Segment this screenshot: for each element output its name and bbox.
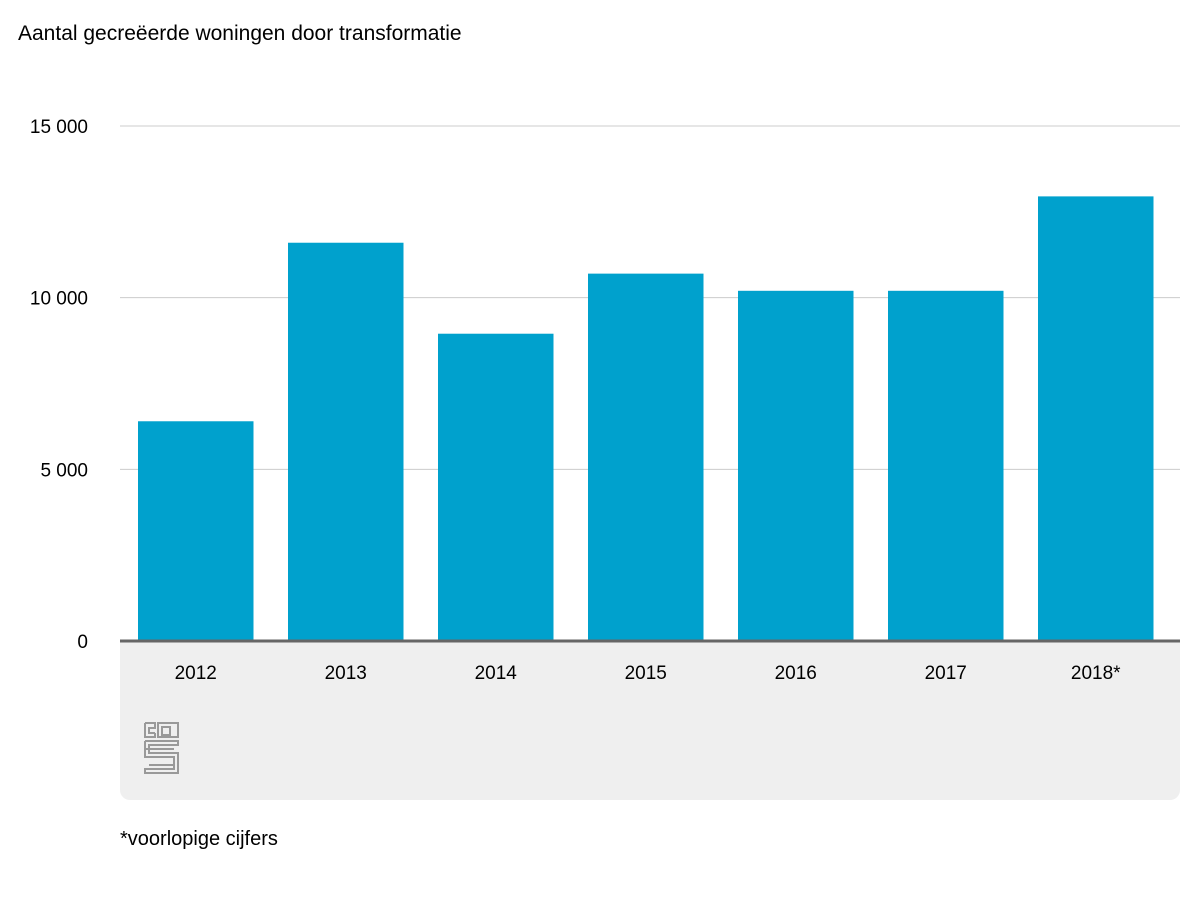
- bar-2012[interactable]: [138, 421, 254, 641]
- y-axis-tick-labels: 0 5 000 10 000 15 000: [30, 117, 88, 653]
- x-axis-tick-labels: 2012 2013 2014 2015 2016 2017 2018*: [175, 663, 1122, 684]
- y-tick-label: 10 000: [30, 289, 88, 310]
- bar-2013[interactable]: [288, 242, 404, 641]
- x-tick-label: 2015: [625, 663, 667, 684]
- footnote: *voorlopige cijfers: [120, 828, 278, 850]
- footer-panel-top: [120, 641, 1180, 661]
- bar-2016[interactable]: [738, 290, 854, 641]
- bar-2015[interactable]: [588, 273, 704, 641]
- bar-2018[interactable]: [1038, 196, 1154, 641]
- x-tick-label: 2014: [475, 663, 518, 684]
- bars: [138, 196, 1154, 641]
- x-tick-label: 2012: [175, 663, 217, 684]
- y-tick-label: 0: [77, 632, 88, 653]
- bar-2017[interactable]: [888, 290, 1004, 641]
- chart-title: Aantal gecreëerde woningen door transfor…: [18, 22, 462, 45]
- cbs-logo-icon: [144, 722, 179, 774]
- y-tick-label: 15 000: [30, 117, 88, 138]
- x-tick-label: 2017: [925, 663, 967, 684]
- y-tick-label: 5 000: [40, 460, 88, 481]
- bar-2014[interactable]: [438, 333, 554, 641]
- x-tick-label: 2016: [775, 663, 817, 684]
- footer-panel: [120, 641, 1180, 800]
- x-tick-label: 2013: [325, 663, 367, 684]
- x-tick-label: 2018*: [1071, 663, 1121, 684]
